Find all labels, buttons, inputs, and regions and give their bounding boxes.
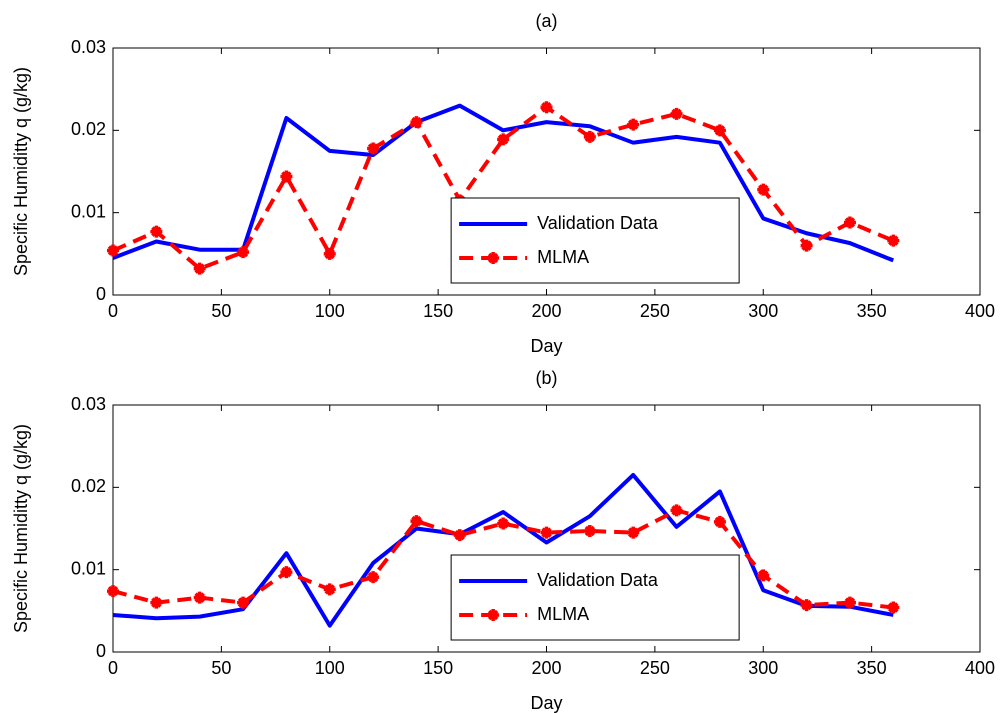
marker	[497, 517, 510, 530]
marker	[107, 244, 119, 257]
x-tick-label: 150	[423, 301, 453, 321]
marker	[107, 585, 119, 598]
chart-title: (b)	[536, 368, 558, 388]
x-tick-label: 350	[857, 658, 887, 678]
legend-label: MLMA	[537, 604, 589, 624]
legend-box	[450, 197, 740, 284]
x-tick-label: 50	[211, 658, 231, 678]
marker	[670, 504, 683, 517]
marker	[843, 216, 856, 229]
marker	[497, 133, 510, 146]
marker	[800, 239, 813, 252]
x-axis-label: Day	[530, 336, 562, 356]
x-tick-label: 250	[640, 658, 670, 678]
x-axis-label: Day	[530, 693, 562, 713]
x-tick-label: 200	[531, 301, 561, 321]
x-tick-label: 50	[211, 301, 231, 321]
marker	[237, 596, 250, 609]
marker	[193, 262, 206, 275]
x-tick-label: 100	[315, 658, 345, 678]
x-tick-label: 0	[108, 301, 118, 321]
x-tick-label: 200	[531, 658, 561, 678]
marker	[627, 526, 640, 539]
x-tick-label: 250	[640, 301, 670, 321]
y-tick-label: 0.02	[71, 476, 106, 496]
marker	[323, 247, 336, 260]
marker	[800, 599, 813, 612]
x-tick-label: 400	[965, 658, 995, 678]
marker	[193, 591, 206, 604]
marker	[280, 566, 293, 579]
marker	[150, 225, 163, 238]
marker	[713, 124, 726, 137]
y-tick-label: 0	[96, 284, 106, 304]
marker	[410, 116, 423, 129]
y-axis-label: Specific Humiditty q (g/kg)	[11, 67, 31, 276]
y-tick-label: 0.01	[71, 558, 106, 578]
marker	[713, 515, 726, 528]
marker	[887, 601, 900, 614]
legend-marker	[487, 609, 500, 621]
legend-box	[450, 554, 740, 641]
marker	[670, 107, 683, 120]
x-tick-label: 300	[748, 658, 778, 678]
marker	[583, 130, 596, 143]
chart-title: (a)	[536, 11, 558, 31]
marker	[583, 524, 596, 537]
y-tick-label: 0	[96, 641, 106, 661]
marker	[540, 526, 553, 539]
x-tick-label: 350	[857, 301, 887, 321]
marker	[367, 142, 380, 155]
legend-marker	[487, 252, 500, 264]
marker	[323, 583, 336, 596]
marker	[367, 571, 380, 584]
legend-label: MLMA	[537, 247, 589, 267]
marker	[887, 234, 900, 247]
marker	[410, 515, 423, 528]
marker	[150, 596, 163, 609]
marker	[453, 529, 466, 542]
x-tick-label: 0	[108, 658, 118, 678]
legend-label: Validation Data	[537, 570, 659, 590]
y-tick-label: 0.03	[71, 37, 106, 57]
marker	[757, 183, 770, 196]
marker	[627, 118, 640, 131]
legend-label: Validation Data	[537, 213, 659, 233]
x-tick-label: 300	[748, 301, 778, 321]
marker	[237, 246, 250, 259]
y-tick-label: 0.01	[71, 201, 106, 221]
y-axis-label: Specific Humiditty q (g/kg)	[11, 424, 31, 633]
marker	[540, 101, 553, 114]
y-tick-label: 0.02	[71, 119, 106, 139]
x-tick-label: 150	[423, 658, 453, 678]
marker	[757, 569, 770, 582]
marker	[280, 170, 293, 183]
x-tick-label: 100	[315, 301, 345, 321]
series-line	[112, 472, 894, 628]
y-tick-label: 0.03	[71, 394, 106, 414]
marker	[843, 596, 856, 609]
x-tick-label: 400	[965, 301, 995, 321]
